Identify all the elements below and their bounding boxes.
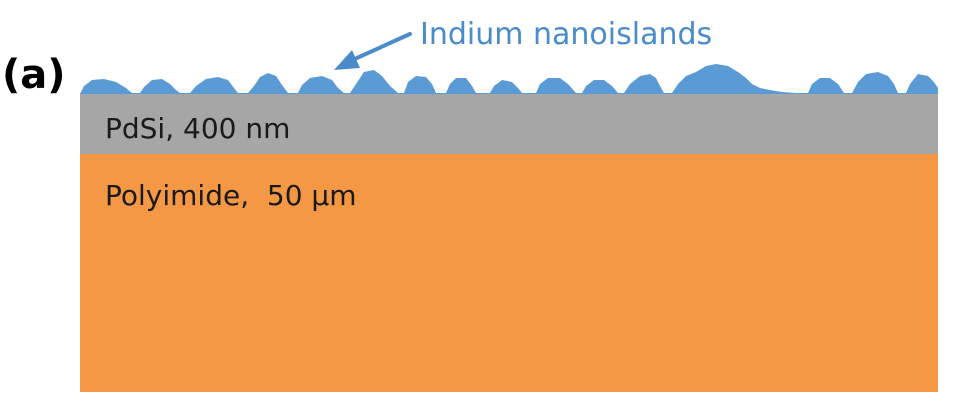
panel-label: (a) bbox=[2, 52, 66, 98]
indium-nanoislands bbox=[80, 64, 938, 94]
callout-arrow bbox=[334, 32, 412, 70]
pdsi-layer bbox=[80, 93, 938, 154]
pdsi-layer-label: PdSi, 400 nm bbox=[105, 112, 290, 145]
indium-nanoislands-label: Indium nanoislands bbox=[420, 17, 712, 52]
polyimide-layer-label: Polyimide, 50 μm bbox=[105, 179, 357, 212]
polyimide-layer bbox=[80, 154, 938, 392]
